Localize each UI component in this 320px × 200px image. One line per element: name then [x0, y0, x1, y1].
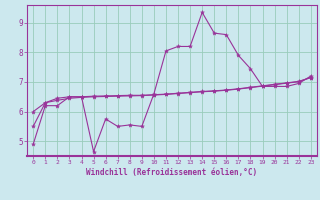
X-axis label: Windchill (Refroidissement éolien,°C): Windchill (Refroidissement éolien,°C): [86, 168, 258, 177]
